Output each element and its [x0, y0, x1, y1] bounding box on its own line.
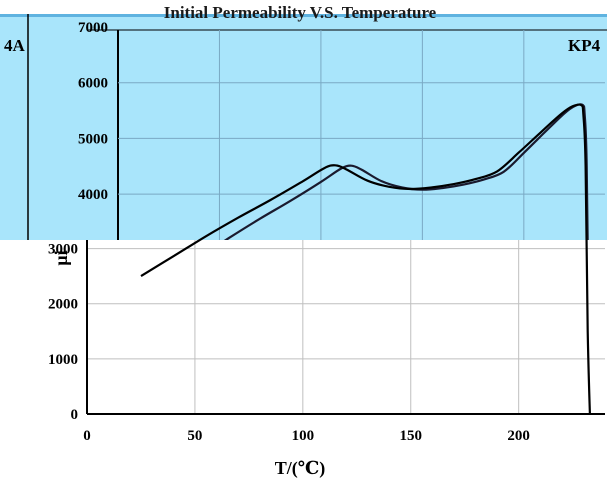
x-tick-label: 100	[292, 428, 315, 444]
x-tick-label: 50	[187, 428, 202, 444]
inset-panel-background	[0, 14, 607, 240]
y-tick-label: 1000	[48, 352, 78, 368]
y-tick-label: 0	[71, 407, 79, 423]
chart-title: Initial Permeability V.S. Temperature	[164, 3, 437, 22]
inset-series-line	[223, 103, 589, 240]
y-tick-label: 3000	[48, 242, 78, 258]
inset-y-tick-label: 6000	[78, 76, 108, 92]
inset-y-tick-labels: 4000 5000 6000 7000	[78, 20, 108, 203]
inset-grid-lines	[118, 30, 605, 240]
x-tick-label: 200	[507, 428, 530, 444]
x-tick-labels: 0 50 100 150 200	[83, 428, 530, 444]
part-label-left: 4A	[4, 36, 26, 55]
inset-y-tick-label: 7000	[78, 20, 108, 36]
y-axis-title: μi	[51, 250, 71, 265]
part-label-right: KP4	[568, 36, 601, 55]
series-line	[140, 103, 591, 414]
x-tick-label: 150	[400, 428, 423, 444]
inset-panel-top-strip	[0, 14, 607, 17]
y-tick-label: 2000	[48, 297, 78, 313]
x-axis-title: T/(℃)	[275, 458, 326, 479]
y-tick-labels: 0 1000 2000 3000	[48, 242, 78, 423]
inset-y-tick-label: 4000	[78, 187, 108, 203]
x-tick-label: 0	[83, 428, 91, 444]
inset-y-tick-label: 5000	[78, 131, 108, 147]
inset-panel: 4000 5000 6000 7000 4A KP4 Initial Permeabi…	[0, 3, 607, 240]
